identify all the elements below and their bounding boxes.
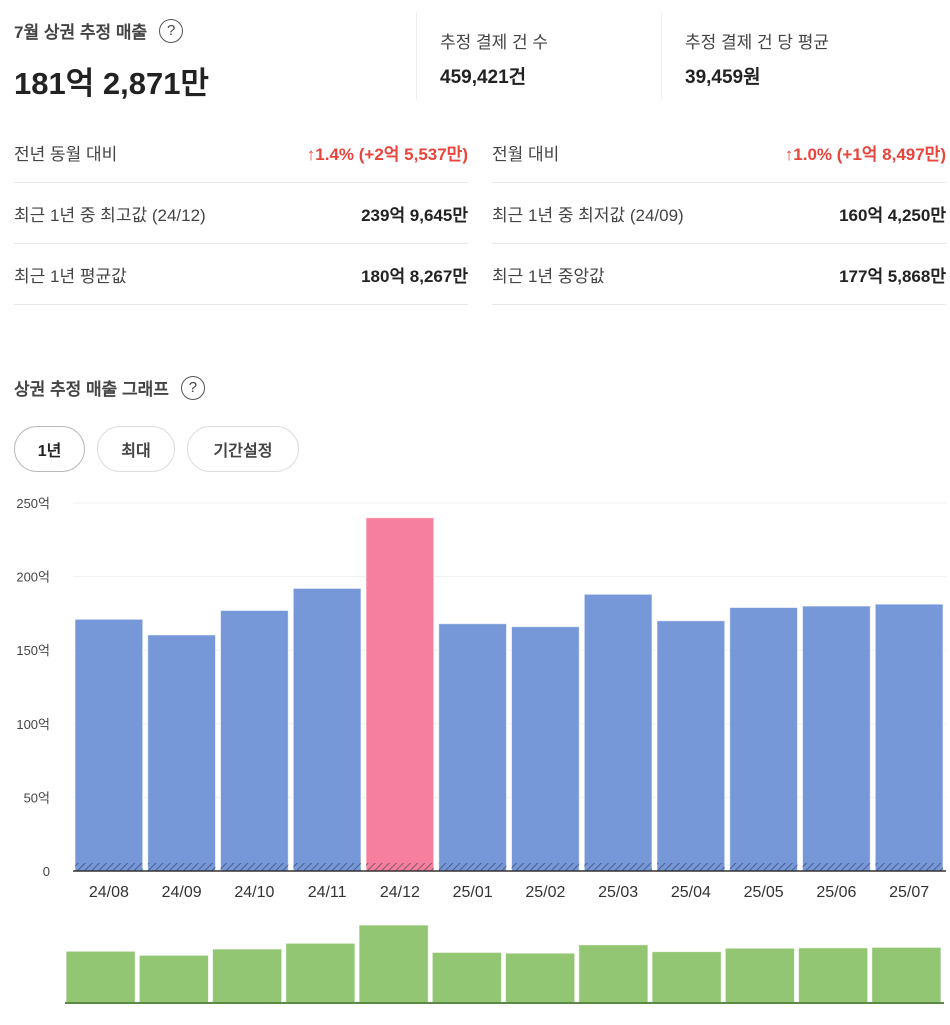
x-tick-label: 24/11 [308, 884, 347, 901]
navigator-bar [358, 924, 429, 1004]
average-payment-label: 추정 결제 건 당 평균 [685, 33, 830, 52]
graph-title-text: 상권 추정 매출 그래프 [14, 380, 169, 399]
bar-24/11 [292, 587, 362, 872]
navigator-bar [651, 951, 722, 1004]
divider [661, 12, 662, 100]
payment-count-value: 459,421건 [440, 67, 527, 88]
help-icon[interactable]: ? [159, 18, 184, 43]
navigator-bar [65, 950, 136, 1004]
bar-hatch [657, 863, 725, 871]
y-tick-label: 150억 [16, 643, 50, 658]
stat-row-min: 최근 1년 중 최저값 (24/09) 160억 4,250만 [492, 183, 946, 244]
bar-hatch [147, 863, 216, 871]
bar-hatch [293, 863, 361, 871]
bar-25/06 [802, 605, 871, 872]
x-tick-label: 25/07 [889, 884, 929, 901]
tab-1-year[interactable]: 1년 [14, 426, 85, 472]
stat-label: 최근 1년 평균값 [14, 266, 127, 286]
bar-24/10 [220, 609, 289, 872]
y-tick-label: 50억 [24, 790, 50, 805]
stat-value: 239억 9,645만 [361, 205, 468, 225]
graph-title: 상권 추정 매출 그래프 ? [14, 375, 205, 400]
navigator-bar [285, 942, 356, 1004]
bar-25/02 [511, 626, 580, 872]
bar-24/08 [74, 618, 144, 872]
x-tick-label: 25/02 [525, 884, 565, 901]
stat-label: 최근 1년 중 최저값 (24/09) [492, 205, 684, 225]
bar-hatch [511, 863, 580, 871]
bar-hatch [802, 863, 871, 871]
x-tick-label: 25/03 [598, 884, 638, 901]
tab-period-setting[interactable]: 기간설정 [187, 426, 299, 472]
stat-row-mom: 전월 대비 ↑1.0% (+1억 8,497만) [492, 122, 946, 183]
y-tick-label: 0 [43, 864, 50, 879]
tab-max[interactable]: 최대 [97, 426, 175, 472]
x-tick-label: 24/12 [380, 884, 420, 901]
average-payment-value: 39,459원 [685, 67, 761, 88]
navigator-bar [871, 946, 942, 1004]
stat-row-max: 최근 1년 중 최고값 (24/12) 239억 9,645만 [14, 183, 468, 244]
y-tick-label: 250억 [16, 496, 50, 511]
help-icon[interactable]: ? [180, 375, 205, 400]
payment-count-label: 추정 결제 건 수 [440, 33, 549, 52]
bar-hatch [584, 863, 652, 871]
stat-row-median: 최근 1년 중앙값 177억 5,868만 [492, 244, 946, 305]
navigator-bar [798, 947, 869, 1004]
stat-row-yoy: 전년 동월 대비 ↑1.4% (+2억 5,537만) [14, 122, 468, 183]
bar-hatch [75, 863, 143, 871]
y-tick-label: 100억 [16, 717, 50, 732]
stat-value: ↑1.0% (+1억 8,497만) [784, 144, 946, 164]
bar-hatch [438, 863, 507, 871]
x-tick-label: 25/05 [744, 884, 784, 901]
stat-value: 177억 5,868만 [839, 266, 946, 286]
bar-25/01 [438, 623, 507, 872]
bar-hatch [366, 863, 434, 871]
bar-hatch [729, 863, 798, 871]
bar-25/07 [874, 603, 944, 872]
bar-24/09 [147, 634, 216, 872]
navigator-bar [724, 947, 795, 1004]
y-tick-label: 200억 [16, 570, 50, 585]
navigator-bar [138, 954, 209, 1004]
stat-row-average: 최근 1년 평균값 180억 8,267만 [14, 244, 468, 305]
x-tick-label: 24/08 [89, 884, 129, 901]
bar-25/05 [729, 607, 798, 872]
x-tick-label: 24/10 [234, 884, 274, 901]
bar-24/12 [365, 517, 435, 872]
x-tick-label: 25/01 [453, 884, 493, 901]
stat-value: 160억 4,250만 [839, 205, 946, 225]
bar-25/03 [583, 593, 653, 872]
stat-value: ↑1.4% (+2억 5,537만) [306, 144, 468, 164]
x-tick-label: 25/06 [816, 884, 856, 901]
summary-title-text: 7월 상권 추정 매출 [14, 23, 148, 42]
bar-hatch [220, 863, 289, 871]
stat-label: 최근 1년 중앙값 [492, 266, 605, 286]
stat-label: 전년 동월 대비 [14, 144, 118, 164]
summary-title: 7월 상권 추정 매출 ? [14, 18, 184, 43]
navigator-bar [578, 944, 649, 1004]
stat-label: 전월 대비 [492, 144, 560, 164]
total-sales: 181억 2,871만 [14, 66, 209, 101]
x-tick-label: 25/04 [671, 884, 711, 901]
navigator-bar [212, 948, 283, 1004]
bar-25/04 [656, 620, 726, 872]
x-tick-label: 24/09 [162, 884, 202, 901]
stat-label: 최근 1년 중 최고값 (24/12) [14, 205, 206, 225]
stat-value: 180억 8,267만 [361, 266, 468, 286]
navigator-bar [505, 952, 576, 1004]
bar-hatch [875, 863, 943, 871]
divider [416, 12, 417, 100]
navigator-bar [431, 951, 502, 1004]
